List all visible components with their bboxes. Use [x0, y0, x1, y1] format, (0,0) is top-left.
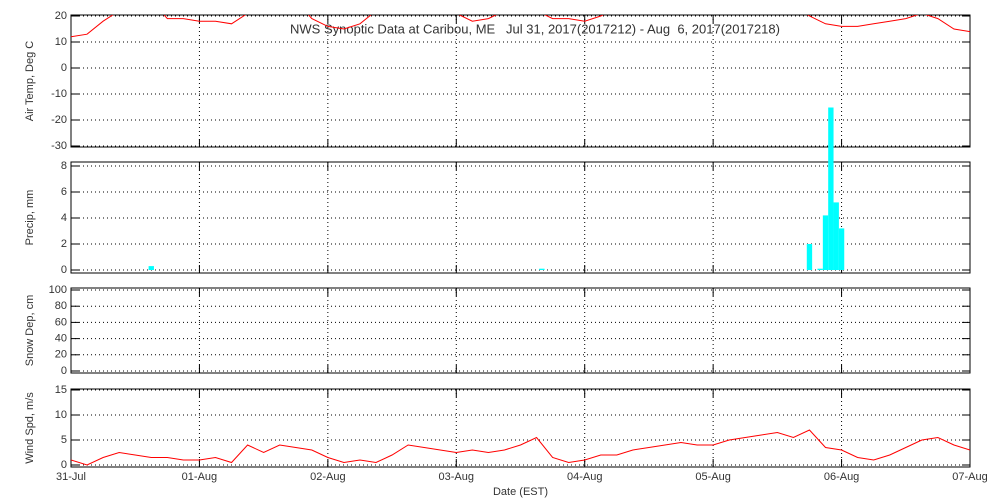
- bar: [833, 202, 839, 270]
- x-tick-label: 05-Aug: [695, 471, 730, 483]
- bar: [148, 266, 154, 270]
- y-axis-label: Snow Dep, cm: [24, 295, 36, 367]
- y-axis-label: Air Temp, Deg C: [24, 41, 36, 122]
- bar: [806, 244, 813, 270]
- bar: [817, 268, 823, 270]
- y-tick-label: 20: [55, 349, 67, 361]
- panel-frame: [70, 14, 971, 148]
- bar: [822, 215, 829, 270]
- y-tick-label: 10: [55, 409, 67, 421]
- y-tick-label: 0: [61, 62, 67, 74]
- line: [71, 429, 970, 466]
- y-axis-label: Precip, mm: [24, 190, 36, 246]
- y-tick-label: 4: [61, 212, 67, 224]
- y-tick-label: -10: [51, 88, 67, 100]
- x-tick-label: 06-Aug: [824, 471, 859, 483]
- panel-frame: [70, 287, 971, 374]
- line: [71, 15, 970, 38]
- x-tick-label: 03-Aug: [439, 471, 474, 483]
- y-tick-label: 15: [55, 384, 67, 396]
- y-tick-label: -30: [51, 140, 67, 152]
- y-tick-label: 80: [55, 300, 67, 312]
- panel-frame: [70, 388, 971, 468]
- y-tick-label: 0: [61, 264, 67, 276]
- bar: [828, 107, 834, 270]
- y-tick-label: 2: [61, 238, 67, 250]
- y-tick-label: 10: [55, 36, 67, 48]
- bar: [838, 228, 845, 270]
- x-tick-label: 01-Aug: [182, 471, 217, 483]
- y-tick-label: 20: [55, 10, 67, 22]
- panel-frame: [70, 161, 971, 274]
- x-axis-label: Date (EST): [493, 486, 548, 498]
- x-tick-label: 04-Aug: [567, 471, 602, 483]
- bar: [539, 268, 545, 270]
- x-tick-label: 02-Aug: [310, 471, 345, 483]
- y-tick-label: 60: [55, 316, 67, 328]
- y-axis-label: Wind Spd, m/s: [24, 392, 36, 464]
- chart-title: NWS Synoptic Data at Caribou, ME Jul 31,…: [290, 21, 780, 36]
- y-tick-label: 0: [61, 365, 67, 377]
- y-tick-label: 6: [61, 186, 67, 198]
- y-tick-label: -20: [51, 114, 67, 126]
- y-tick-label: 40: [55, 333, 67, 345]
- x-tick-label: 07-Aug: [952, 471, 987, 483]
- y-tick-label: 5: [61, 434, 67, 446]
- y-tick-label: 100: [49, 284, 67, 296]
- y-tick-label: 0: [61, 459, 67, 471]
- x-tick-label: 31-Jul: [56, 471, 86, 483]
- y-tick-label: 8: [61, 160, 67, 172]
